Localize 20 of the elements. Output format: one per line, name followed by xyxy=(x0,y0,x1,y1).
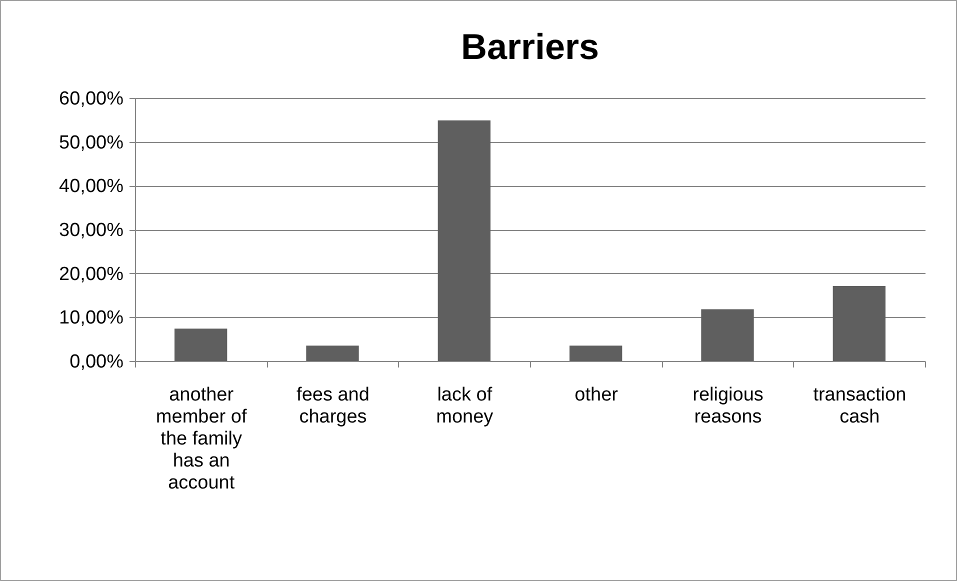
x-tick-label: fees and charges xyxy=(296,384,370,428)
y-tick-label: 30,00% xyxy=(59,220,124,241)
x-tick-label: religious reasons xyxy=(692,384,764,428)
y-tick-label: 10,00% xyxy=(59,308,124,329)
y-tick-label: 20,00% xyxy=(59,264,124,285)
y-tick-label: 60,00% xyxy=(59,88,124,110)
bar xyxy=(832,286,886,361)
bar xyxy=(701,309,754,361)
y-tick-label: 50,00% xyxy=(59,132,124,154)
x-tick-label: another member of the family has an account xyxy=(156,384,248,494)
bar xyxy=(174,328,228,361)
y-tick-label: 40,00% xyxy=(59,176,124,198)
y-tick-label: 0,00% xyxy=(70,352,124,372)
x-tick-label: transaction cash xyxy=(813,384,906,428)
chart-title: Barriers xyxy=(460,26,600,67)
bar xyxy=(570,346,622,361)
bar xyxy=(306,346,359,361)
x-tick-label: lack of money xyxy=(436,384,494,428)
bar xyxy=(438,120,490,361)
x-tick-label: other xyxy=(574,384,619,406)
